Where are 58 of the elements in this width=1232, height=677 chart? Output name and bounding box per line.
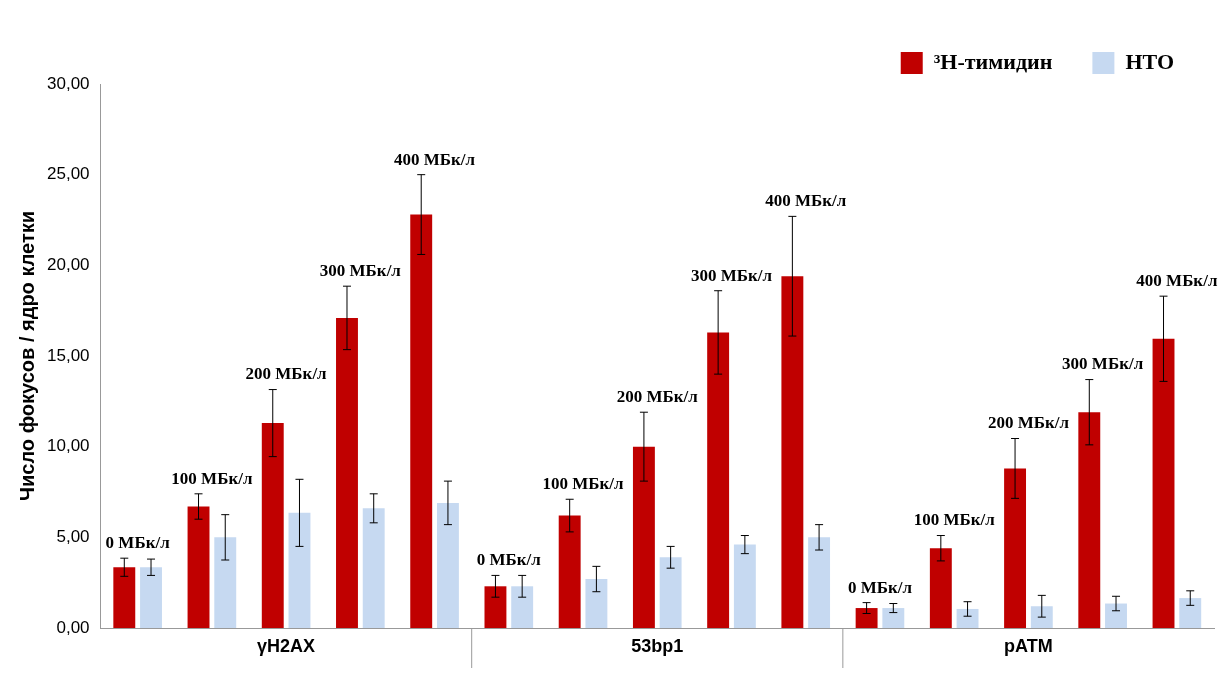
bar bbox=[956, 608, 979, 628]
y-tick-label: 30,00 bbox=[46, 73, 90, 93]
text: pATM bbox=[1004, 635, 1053, 656]
x-tick-label: 100 МБк/л bbox=[171, 468, 253, 488]
bar bbox=[659, 557, 682, 628]
x-tick-label: 0 МБк/л bbox=[476, 550, 542, 570]
bar bbox=[214, 537, 237, 628]
bar bbox=[781, 276, 804, 628]
bar bbox=[1179, 598, 1202, 628]
bar bbox=[1078, 412, 1101, 628]
text: 53bp1 bbox=[631, 635, 684, 656]
y-tick-label: 15,00 bbox=[46, 345, 90, 365]
text: γH2AX bbox=[257, 635, 316, 656]
bar bbox=[410, 214, 433, 628]
x-tick-label: 200 МБк/л bbox=[245, 364, 328, 384]
bar bbox=[1105, 603, 1127, 628]
x-tick-label: 300 МБк/л bbox=[690, 265, 773, 285]
y-tick-label: 20,00 bbox=[46, 255, 90, 275]
bar bbox=[632, 446, 655, 628]
bar bbox=[929, 548, 952, 628]
x-tick-label: 300 МБк/л bbox=[319, 261, 402, 281]
bar bbox=[1152, 338, 1175, 628]
legend-label: НТО bbox=[1125, 48, 1174, 74]
bar bbox=[288, 512, 311, 628]
y-tick-label: 0,00 bbox=[56, 617, 90, 637]
x-tick-label: 0 МБк/л bbox=[847, 577, 913, 597]
y-tick-label: 25,00 bbox=[46, 164, 90, 184]
bar bbox=[808, 537, 831, 628]
y-tick-label: 10,00 bbox=[46, 436, 90, 456]
bar bbox=[585, 579, 608, 628]
bar bbox=[733, 544, 756, 628]
bar bbox=[558, 515, 581, 628]
bar bbox=[882, 608, 905, 628]
x-tick-label: 100 МБк/л bbox=[913, 510, 996, 530]
bar bbox=[1030, 606, 1053, 628]
bar bbox=[113, 567, 136, 628]
y-tick-label: 5,00 bbox=[56, 527, 90, 547]
bar bbox=[511, 586, 534, 628]
bar bbox=[707, 332, 730, 628]
legend-label: ³H-тимидин bbox=[933, 48, 1053, 74]
bar bbox=[484, 586, 507, 628]
x-tick-label: 0 МБк/л bbox=[105, 533, 171, 553]
x-tick-label: 400 МБк/л bbox=[1136, 271, 1218, 291]
bar bbox=[261, 423, 284, 628]
bar bbox=[336, 317, 358, 628]
y-axis-title: Число фокусов / ядро клетки bbox=[15, 210, 38, 502]
bar bbox=[436, 502, 459, 628]
bar bbox=[855, 608, 878, 628]
x-tick-label: 100 МБк/л bbox=[542, 474, 625, 494]
bar bbox=[362, 508, 385, 628]
x-tick-label: 400 МБк/л bbox=[765, 191, 847, 211]
x-tick-label: 300 МБк/л bbox=[1062, 354, 1144, 374]
x-tick-label: 400 МБк/л bbox=[394, 149, 476, 169]
bar bbox=[140, 567, 162, 628]
bar bbox=[187, 506, 210, 628]
x-tick-label: 200 МБк/л bbox=[616, 387, 699, 407]
bar bbox=[1004, 468, 1027, 628]
x-tick-label: 200 МБк/л bbox=[987, 413, 1070, 433]
